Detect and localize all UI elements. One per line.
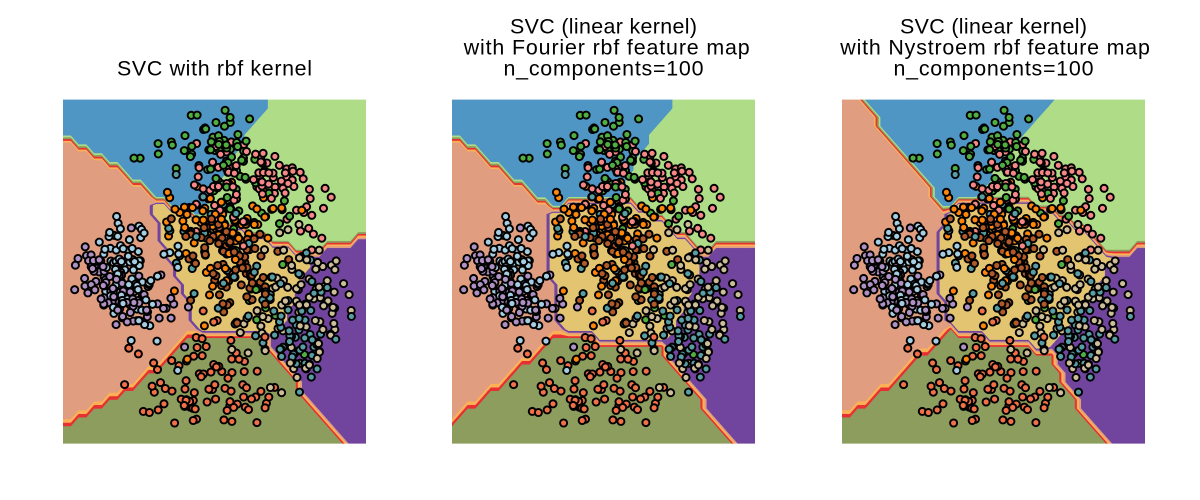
svg-text:SVC (linear kernel): SVC (linear kernel)	[510, 15, 697, 39]
svg-text:n_components=100: n_components=100	[504, 57, 704, 81]
svg-text:with Fourier rbf feature map: with Fourier rbf feature map	[463, 36, 750, 60]
svg-text:n_components=100: n_components=100	[894, 57, 1094, 81]
svg-text:SVC (linear kernel): SVC (linear kernel)	[900, 15, 1087, 39]
svg-text:SVC with rbf kernel: SVC with rbf kernel	[117, 57, 312, 81]
svg-text:with Nystroem rbf feature map: with Nystroem rbf feature map	[839, 36, 1150, 60]
